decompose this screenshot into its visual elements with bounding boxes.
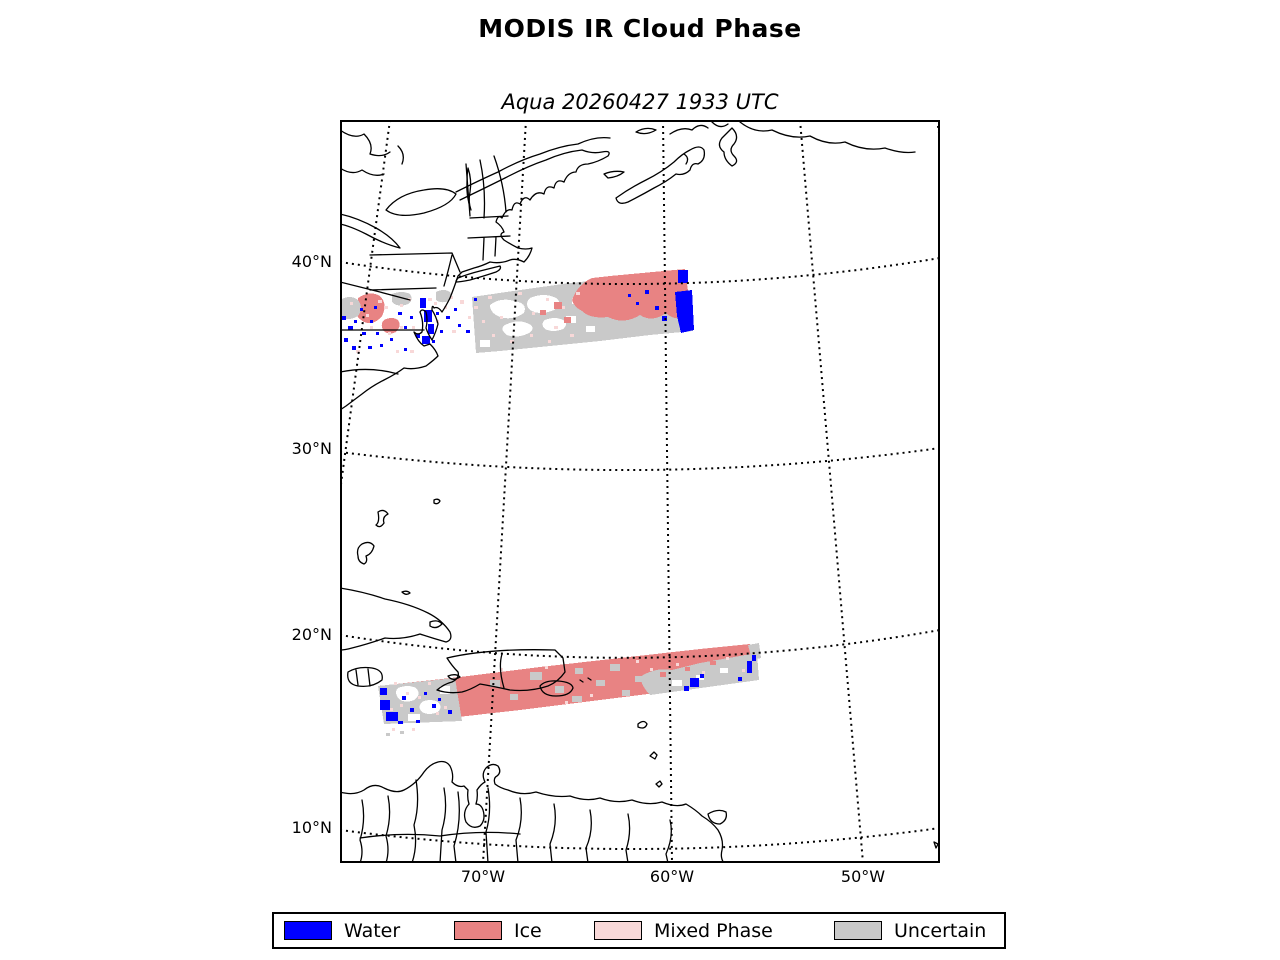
lat-tick-label: 40°N — [291, 252, 332, 271]
lat-tick-label: 20°N — [291, 625, 332, 644]
lat-tick-label: 10°N — [291, 818, 332, 837]
plot-title: MODIS IR Cloud Phase — [478, 14, 802, 43]
map-canvas — [340, 120, 940, 863]
map-frame — [340, 120, 940, 863]
south-swath — [378, 643, 761, 736]
plot-subtitle: Aqua 20260427 1933 UTC — [501, 90, 779, 114]
legend-item-ice: Ice — [454, 914, 542, 947]
legend-item-uncertain: Uncertain — [834, 914, 986, 947]
water-swatch — [284, 921, 332, 940]
uncertain-swatch — [834, 921, 882, 940]
legend-label-uncertain: Uncertain — [894, 919, 987, 942]
graticule — [340, 120, 940, 863]
legend-label-water: Water — [344, 919, 401, 942]
ice-swatch — [454, 921, 502, 940]
lat-tick-label: 30°N — [291, 439, 332, 458]
lon-tick-label: 60°W — [649, 867, 695, 886]
lon-tick-label: 50°W — [840, 867, 886, 886]
legend-label-mixed-phase: Mixed Phase — [654, 919, 773, 942]
lon-tick-label: 70°W — [460, 867, 506, 886]
legend-item-water: Water — [284, 914, 400, 947]
north-swath — [340, 269, 694, 353]
legend-item-mixed-phase: Mixed Phase — [594, 914, 773, 947]
legend: Water Ice Mixed Phase Uncertain — [272, 912, 1006, 949]
legend-label-ice: Ice — [514, 919, 542, 942]
mixed-phase-swatch — [594, 921, 642, 940]
coastlines — [340, 121, 939, 863]
